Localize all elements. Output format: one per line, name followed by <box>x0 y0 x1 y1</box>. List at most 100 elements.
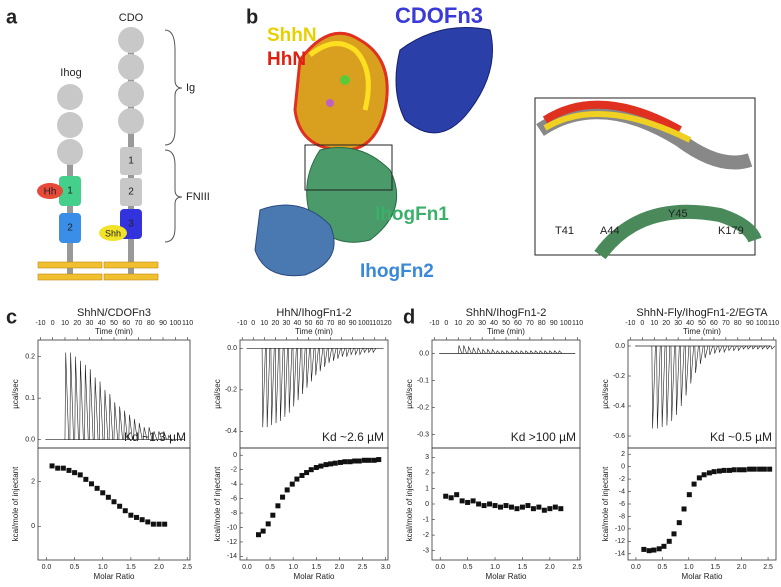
x-tick-label: 20 <box>466 320 474 327</box>
x-tick-label: 90 <box>159 320 167 327</box>
y-tick-label: -12 <box>227 539 237 546</box>
y-tick-label: -0.2 <box>225 387 237 394</box>
y-tick-label: -0.6 <box>613 433 625 440</box>
residue-label: Y45 <box>668 208 688 220</box>
x-tick-label: 60 <box>122 320 130 327</box>
injection-peak <box>462 345 467 354</box>
brace <box>164 29 183 146</box>
y-tick-label: 2 <box>31 478 35 485</box>
x-tick-label: 30 <box>478 320 486 327</box>
y-tick-label: -10 <box>615 526 625 533</box>
injection-peak <box>98 381 104 440</box>
y-tick-label: 0.0 <box>419 350 429 357</box>
data-point <box>454 492 460 498</box>
data-point <box>757 466 763 472</box>
injection-peak <box>336 348 341 359</box>
axis-label: Time (min) <box>683 327 721 336</box>
injection-peak <box>656 345 661 429</box>
x-tick-label: 110 <box>572 320 583 327</box>
injection-peak <box>297 348 302 401</box>
plot-title: ShhN/CDOFn3 <box>77 307 151 319</box>
injection-peak <box>529 350 534 354</box>
x-tick-label: 0.5 <box>70 564 80 571</box>
injection-peak <box>292 348 297 407</box>
data-point <box>525 503 531 509</box>
data-point <box>328 461 334 467</box>
data-point <box>686 492 692 498</box>
ion <box>326 99 334 107</box>
y-tick-label: -0.1 <box>417 377 429 384</box>
x-tick-label: 60 <box>316 320 324 327</box>
injection-peak <box>108 393 114 440</box>
data-point <box>117 503 123 509</box>
molecule-label: HhN <box>267 49 306 70</box>
injection-peak <box>558 350 563 354</box>
y-tick-label: -3 <box>423 548 429 555</box>
injection-peak <box>670 345 675 422</box>
injection-peak <box>661 345 666 428</box>
data-point <box>128 512 134 518</box>
injection-peak <box>288 348 293 413</box>
x-tick-label: 100 <box>756 320 768 327</box>
x-tick-label: 3.0 <box>381 564 391 571</box>
x-tick-label: 100 <box>560 320 572 327</box>
data-point <box>55 465 61 471</box>
ligand-name: Hh <box>44 187 57 198</box>
injection-peak <box>539 350 544 354</box>
brace-label: Ig <box>186 82 195 94</box>
data-point <box>342 459 348 465</box>
data-point <box>371 457 377 463</box>
x-tick-label: 90 <box>550 320 558 327</box>
axis-label: Time (min) <box>95 327 133 336</box>
injection-peak <box>761 345 766 350</box>
x-tick-label: 1.5 <box>710 564 720 571</box>
domain-number: 3 <box>128 219 134 230</box>
data-point <box>134 514 140 520</box>
data-point <box>308 467 314 473</box>
axis-label: kcal/mole of injectant <box>405 466 414 541</box>
injection-peak <box>770 345 776 350</box>
injection-peak <box>689 345 694 384</box>
injection-peak <box>515 350 520 354</box>
injection-peak <box>486 348 491 354</box>
data-point <box>741 467 747 473</box>
injection-peak <box>694 345 699 374</box>
x-tick-label: 120 <box>380 320 392 327</box>
data-point <box>337 459 343 465</box>
x-tick-label: 0 <box>51 320 55 327</box>
injection-peak <box>665 345 671 426</box>
injection-peak <box>138 423 143 440</box>
injection-peak <box>323 348 328 368</box>
data-point <box>275 503 281 509</box>
y-tick-label: -12 <box>615 538 625 545</box>
residue-label: K179 <box>718 225 744 237</box>
y-tick-label: -0.2 <box>613 373 625 380</box>
data-point <box>66 467 72 473</box>
injection-peak <box>64 352 69 440</box>
x-tick-label: 1.0 <box>490 564 500 571</box>
injection-peak <box>270 348 275 426</box>
x-tick-label: 1.0 <box>684 564 694 571</box>
x-tick-label: 20 <box>73 320 81 327</box>
x-tick-label: 70 <box>327 320 335 327</box>
data-point <box>100 490 106 496</box>
data-point <box>256 532 261 538</box>
plot-title: ShhN/IhogFn1-2 <box>466 307 547 319</box>
injection-peak <box>94 377 99 440</box>
y-tick-label: -14 <box>227 553 237 560</box>
data-point <box>661 543 667 549</box>
data-point <box>313 465 319 471</box>
brace-label: FNIII <box>186 191 210 203</box>
x-tick-label: 20 <box>662 320 670 327</box>
data-point <box>145 519 151 525</box>
data-point <box>105 494 111 500</box>
data-point <box>299 472 305 478</box>
x-tick-label: 10 <box>650 320 658 327</box>
data-point <box>711 469 717 475</box>
x-tick-label: -10 <box>35 320 45 327</box>
data-point <box>459 498 465 504</box>
x-tick-label: 2.5 <box>182 564 192 571</box>
data-point <box>761 466 767 472</box>
plot-frame <box>37 447 191 561</box>
fn-domain <box>59 176 81 206</box>
